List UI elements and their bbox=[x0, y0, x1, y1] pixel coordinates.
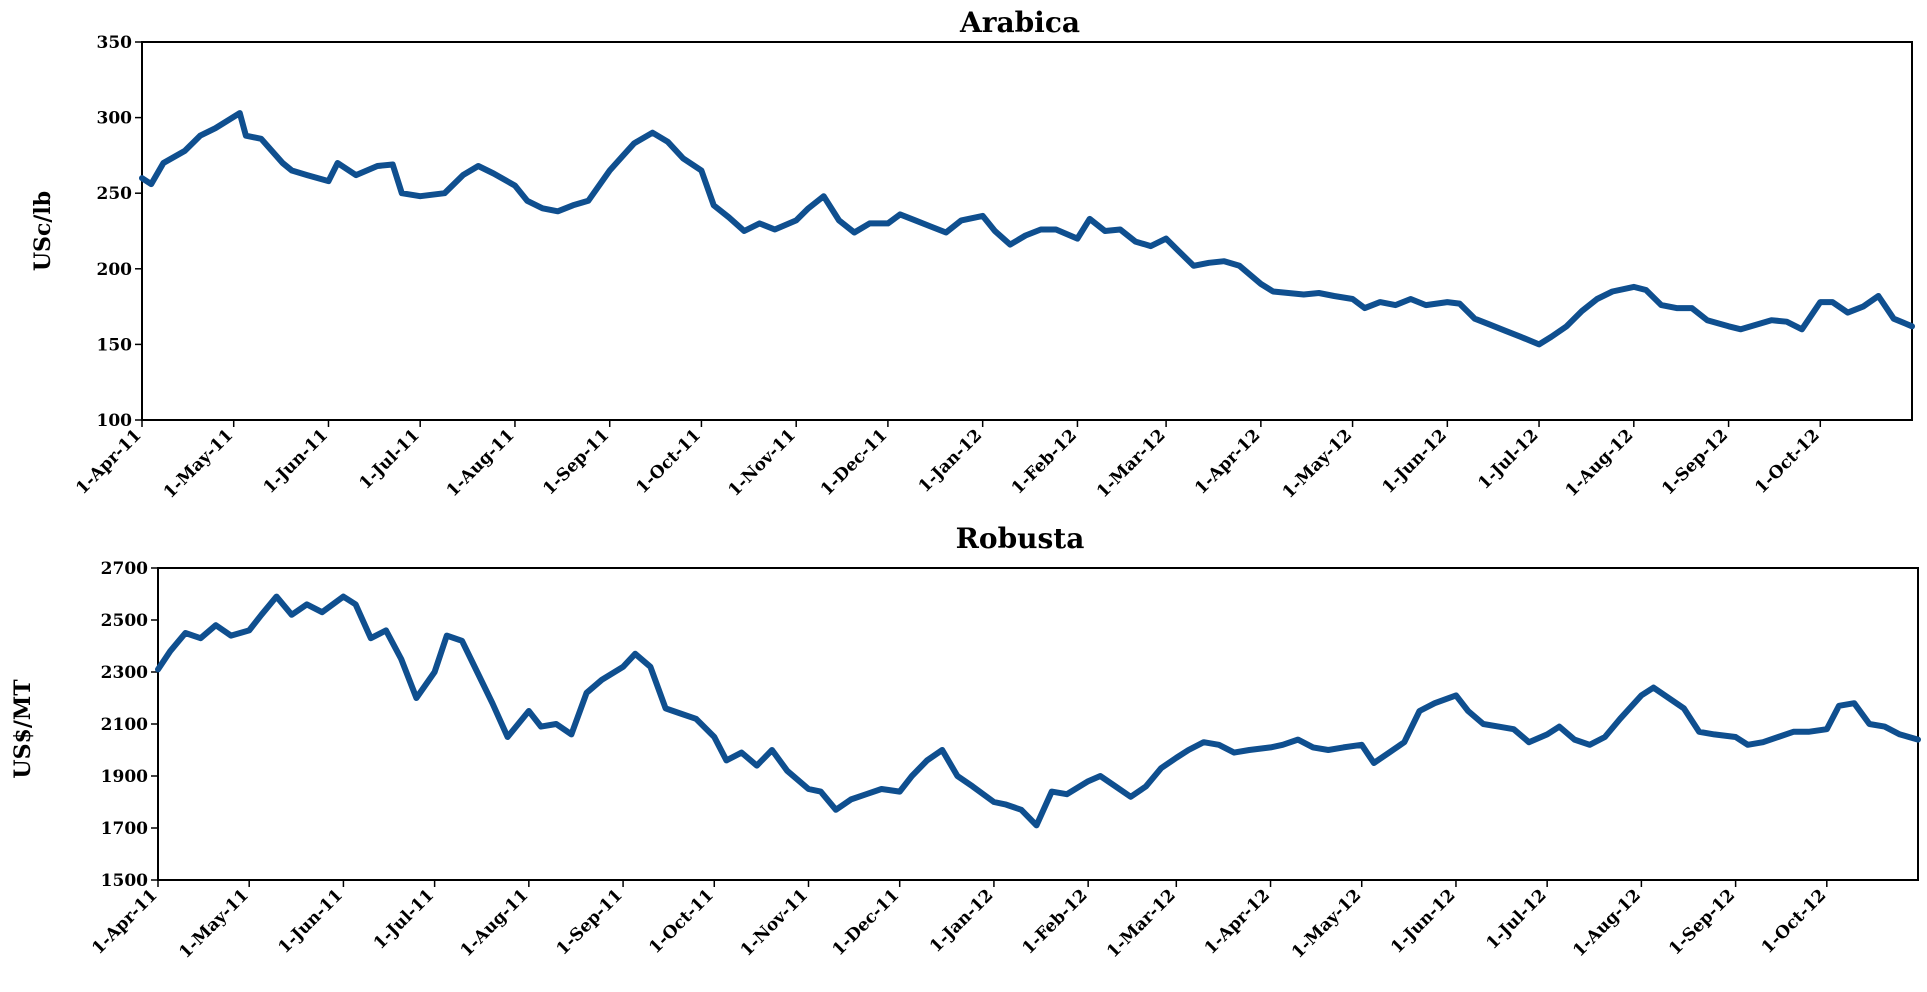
y-axis-label: US$/MT bbox=[10, 679, 36, 779]
x-tick-label: 1-Jan-12 bbox=[926, 885, 997, 956]
chart-title: Arabica bbox=[959, 6, 1080, 39]
x-tick-label: 1-Oct-11 bbox=[632, 425, 705, 498]
x-tick-label: 1-Mar-12 bbox=[1093, 425, 1170, 502]
chart-title: Robusta bbox=[956, 522, 1085, 555]
x-tick-label: 1-Jul-11 bbox=[370, 885, 438, 953]
x-tick-label: 1-Apr-12 bbox=[1191, 425, 1264, 498]
x-tick-label: 1-May-11 bbox=[160, 425, 237, 502]
y-tick-label: 300 bbox=[97, 109, 133, 129]
x-tick-label: 1-Aug-12 bbox=[1569, 885, 1645, 961]
x-tick-label: 1-Aug-11 bbox=[457, 885, 533, 961]
y-axis-label: USc/lb bbox=[30, 191, 56, 271]
y-tick-label: 350 bbox=[97, 33, 133, 53]
x-tick-label: 1-Jun-11 bbox=[275, 885, 347, 957]
y-tick-label: 2500 bbox=[101, 611, 148, 631]
y-tick-label: 250 bbox=[97, 184, 133, 204]
x-tick-label: 1-May-11 bbox=[175, 885, 252, 962]
x-tick-label: 1-Nov-11 bbox=[737, 885, 812, 960]
y-tick-label: 2100 bbox=[101, 715, 148, 735]
y-tick-label: 2700 bbox=[101, 559, 148, 579]
y-tick-label: 100 bbox=[97, 411, 133, 431]
series-line bbox=[155, 593, 1921, 829]
y-tick-label: 1900 bbox=[101, 767, 148, 787]
plot-frame bbox=[157, 567, 1919, 881]
x-tick-label: 1-Apr-11 bbox=[88, 885, 161, 958]
y-tick-label: 200 bbox=[97, 260, 133, 280]
x-tick-label: 1-Oct-12 bbox=[1751, 425, 1824, 498]
x-tick-label: 1-May-12 bbox=[1288, 885, 1365, 962]
arabica-panel: Arabica USc/lb 100 150 200 250 300 350 1-Apr-1… bbox=[30, 6, 1915, 503]
x-tick-label: 1-Dec-11 bbox=[829, 885, 904, 960]
x-tick-label: 1-Dec-11 bbox=[817, 425, 892, 500]
x-tick-label: 1-Jun-12 bbox=[1378, 425, 1450, 497]
x-tick-label: 1-Aug-11 bbox=[443, 425, 519, 501]
robusta-panel: Robusta US$/MT 1500 1700 1900 2100 2300 2500 2… bbox=[10, 522, 1921, 963]
x-tick-label: 1-Mar-12 bbox=[1103, 885, 1180, 962]
x-tick-label: 1-Apr-12 bbox=[1201, 885, 1274, 958]
y-tick-label: 150 bbox=[97, 335, 133, 355]
x-tick-label: 1-May-12 bbox=[1279, 425, 1356, 502]
x-tick-label: 1-Sep-12 bbox=[1665, 885, 1739, 959]
x-tick-label: 1-Oct-12 bbox=[1758, 885, 1831, 958]
x-tick-label: 1-Aug-12 bbox=[1562, 425, 1638, 501]
x-tick-label: 1-Oct-11 bbox=[645, 885, 718, 958]
y-tick-label: 2300 bbox=[101, 663, 148, 683]
x-tick-label: 1-Jun-12 bbox=[1387, 885, 1459, 957]
series-line bbox=[139, 110, 1915, 348]
x-tick-label: 1-Sep-11 bbox=[539, 425, 613, 499]
x-tick-label: 1-Feb-12 bbox=[1019, 885, 1092, 958]
x-tick-label: 1-Sep-12 bbox=[1658, 425, 1732, 499]
x-tick-label: 1-Jan-12 bbox=[915, 425, 986, 496]
x-tick-label: 1-Apr-11 bbox=[72, 425, 145, 498]
x-tick-label: 1-Jul-11 bbox=[356, 425, 424, 493]
x-tick-label: 1-Jun-11 bbox=[260, 425, 332, 497]
y-tick-label: 1500 bbox=[101, 871, 148, 891]
x-tick-label: 1-Feb-12 bbox=[1008, 425, 1081, 498]
x-tick-label: 1-Nov-11 bbox=[725, 425, 800, 500]
y-tick-label: 1700 bbox=[101, 819, 148, 839]
x-tick-label: 1-Sep-11 bbox=[553, 885, 627, 959]
x-tick-label: 1-Jul-12 bbox=[1474, 425, 1542, 493]
plot-frame bbox=[141, 41, 1913, 421]
x-tick-label: 1-Jul-12 bbox=[1482, 885, 1550, 953]
